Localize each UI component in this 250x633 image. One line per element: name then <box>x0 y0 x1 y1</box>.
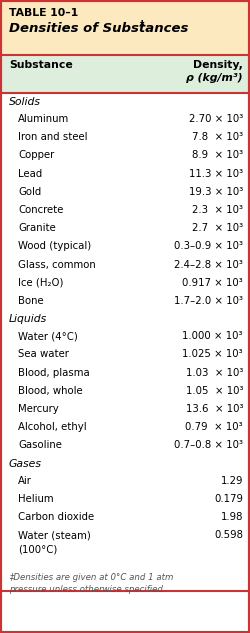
Text: TABLE 10–1: TABLE 10–1 <box>9 8 78 18</box>
Bar <box>0 93 250 591</box>
Text: Carbon dioxide: Carbon dioxide <box>18 512 94 522</box>
Text: Air: Air <box>18 475 32 486</box>
Text: Lead: Lead <box>18 168 42 179</box>
Text: Concrete: Concrete <box>18 205 64 215</box>
Text: Bone: Bone <box>18 296 44 306</box>
Text: Iron and steel: Iron and steel <box>18 132 87 142</box>
Text: 13.6  × 10³: 13.6 × 10³ <box>186 404 243 414</box>
Text: Water (steam): Water (steam) <box>18 530 91 540</box>
Text: 7.8  × 10³: 7.8 × 10³ <box>192 132 243 142</box>
Text: Solids: Solids <box>9 97 41 107</box>
Text: Liquids: Liquids <box>9 314 47 324</box>
Text: ‡Densities are given at 0°C and 1 atm
pressure unless otherwise specified.: ‡Densities are given at 0°C and 1 atm pr… <box>9 572 173 594</box>
Text: ρ (kg/m³): ρ (kg/m³) <box>186 73 243 83</box>
Text: 1.98: 1.98 <box>220 512 243 522</box>
Text: Glass, common: Glass, common <box>18 260 96 270</box>
Text: Gasoline: Gasoline <box>18 441 62 451</box>
Text: 11.3 × 10³: 11.3 × 10³ <box>189 168 243 179</box>
Text: 0.79  × 10³: 0.79 × 10³ <box>186 422 243 432</box>
Text: 19.3 × 10³: 19.3 × 10³ <box>189 187 243 197</box>
Text: 1.03  × 10³: 1.03 × 10³ <box>186 368 243 378</box>
Text: 2.3  × 10³: 2.3 × 10³ <box>192 205 243 215</box>
Text: Alcohol, ethyl: Alcohol, ethyl <box>18 422 87 432</box>
Text: 8.9  × 10³: 8.9 × 10³ <box>192 151 243 160</box>
Text: 1.05  × 10³: 1.05 × 10³ <box>186 385 243 396</box>
Text: Aluminum: Aluminum <box>18 114 69 124</box>
Bar <box>0 55 250 93</box>
Text: Helium: Helium <box>18 494 54 504</box>
Text: Gases: Gases <box>9 458 42 468</box>
Text: 2.4–2.8 × 10³: 2.4–2.8 × 10³ <box>174 260 243 270</box>
Text: Blood, whole: Blood, whole <box>18 385 82 396</box>
Text: Water (4°C): Water (4°C) <box>18 331 78 341</box>
Text: 2.7  × 10³: 2.7 × 10³ <box>192 223 243 233</box>
Text: 0.3–0.9 × 10³: 0.3–0.9 × 10³ <box>174 241 243 251</box>
Text: Wood (typical): Wood (typical) <box>18 241 91 251</box>
Text: Densities of Substances: Densities of Substances <box>9 22 188 35</box>
Text: Gold: Gold <box>18 187 41 197</box>
Text: 0.179: 0.179 <box>214 494 243 504</box>
Text: Ice (H₂O): Ice (H₂O) <box>18 278 64 288</box>
Text: Substance: Substance <box>9 60 73 70</box>
Text: 1.000 × 10³: 1.000 × 10³ <box>182 331 243 341</box>
Text: 0.7–0.8 × 10³: 0.7–0.8 × 10³ <box>174 441 243 451</box>
Text: 1.29: 1.29 <box>220 475 243 486</box>
Text: ‡: ‡ <box>140 20 144 29</box>
Text: 0.598: 0.598 <box>214 530 243 540</box>
Text: Granite: Granite <box>18 223 56 233</box>
Text: 2.70 × 10³: 2.70 × 10³ <box>189 114 243 124</box>
Text: Blood, plasma: Blood, plasma <box>18 368 90 378</box>
Text: 0.917 × 10³: 0.917 × 10³ <box>182 278 243 288</box>
Text: 1.7–2.0 × 10³: 1.7–2.0 × 10³ <box>174 296 243 306</box>
Text: 1.025 × 10³: 1.025 × 10³ <box>182 349 243 360</box>
Text: (100°C): (100°C) <box>18 544 58 555</box>
Bar <box>0 591 250 633</box>
Text: Sea water: Sea water <box>18 349 69 360</box>
Text: Density,: Density, <box>193 60 243 70</box>
Bar <box>0 0 250 55</box>
Text: Copper: Copper <box>18 151 54 160</box>
Text: Mercury: Mercury <box>18 404 59 414</box>
